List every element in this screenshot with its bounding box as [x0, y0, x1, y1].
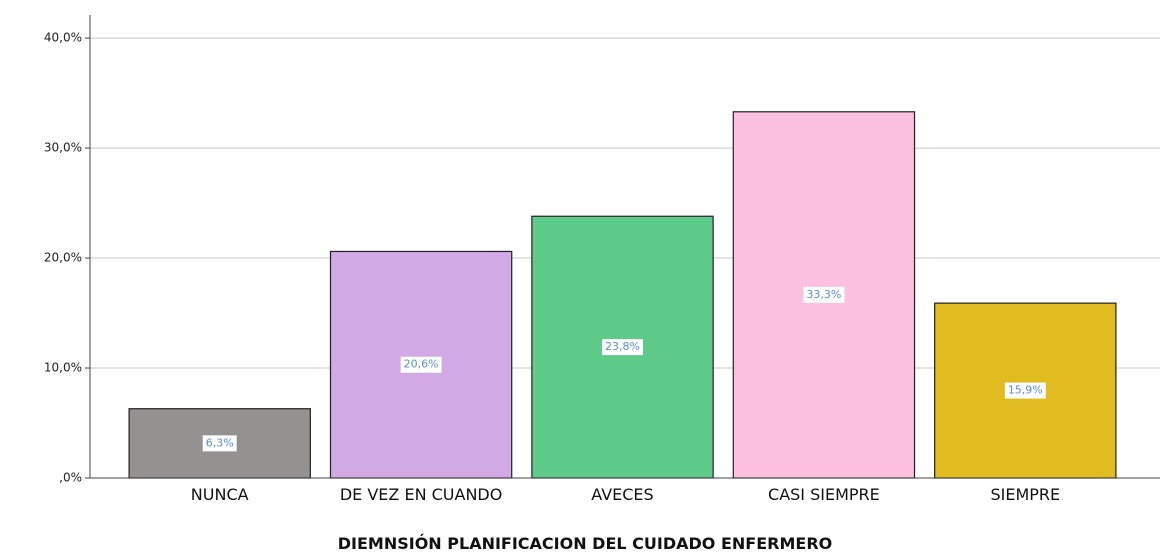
value-label: 6,3% [206, 436, 234, 449]
y-tick-label: 30,0% [44, 141, 82, 155]
value-label: 20,6% [404, 358, 439, 371]
y-tick-label: 20,0% [44, 251, 82, 265]
x-tick-label: NUNCA [190, 485, 249, 504]
y-tick-label: 10,0% [44, 361, 82, 375]
y-tick-label: ,0% [59, 471, 82, 485]
chart: ,0% 10,0% 20,0% 30,0% 40,0% 6,3% 20,6% 23,8% 33,… [44, 15, 1160, 485]
value-label-bg [602, 339, 643, 356]
x-tick-label: AVECES [591, 485, 654, 504]
value-label: 33,3% [806, 288, 841, 301]
value-label-bg [202, 435, 237, 452]
y-tick-label: 40,0% [44, 31, 82, 45]
value-label-bg [803, 286, 845, 303]
value-label: 15,9% [1008, 384, 1043, 397]
value-label-bg [400, 356, 442, 373]
x-tick-label: CASI SIEMPRE [768, 485, 880, 504]
value-label: 23,8% [605, 340, 640, 353]
x-tick-label: SIEMPRE [990, 485, 1061, 504]
value-label-bg [1004, 382, 1046, 399]
x-axis-title: DIEMNSIÓN PLANIFICACION DEL CUIDADO ENFE… [337, 534, 833, 553]
x-tick-label: DE VEZ EN CUANDO [339, 485, 503, 504]
